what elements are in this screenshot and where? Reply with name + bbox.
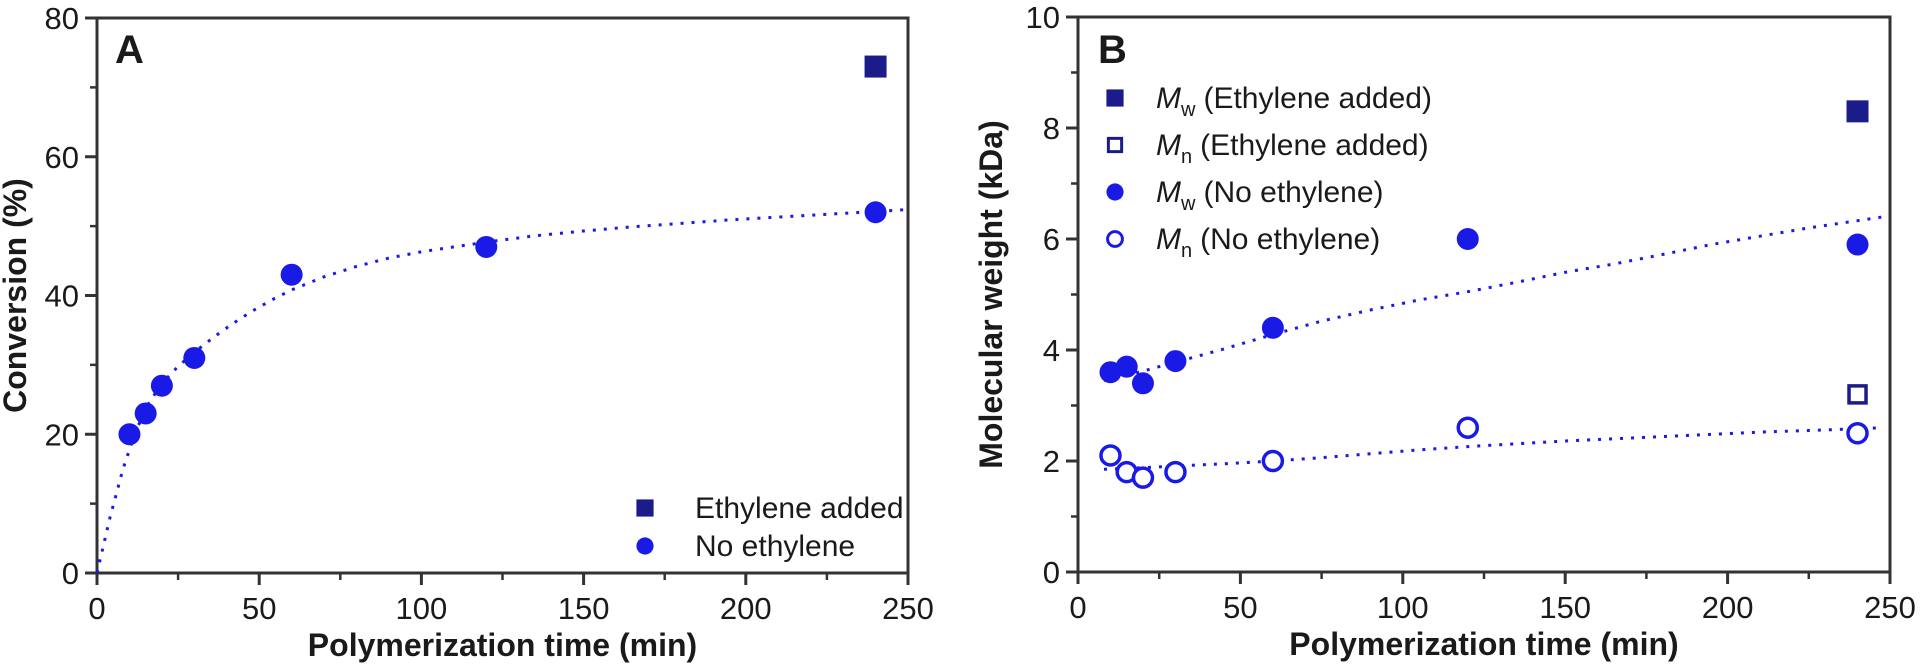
legend-symbol-subscript: w: [1180, 193, 1196, 215]
y-axis-tick-label: 8: [1043, 111, 1060, 146]
x-axis-tick-label: 0: [88, 591, 105, 626]
legend-entry-label: Mw (Ethylene added): [1156, 82, 1432, 121]
data-point-mw--no-ethylene-: [1131, 372, 1154, 395]
y-axis-tick-label: 0: [1043, 555, 1060, 590]
data-point-mw--ethylene-added-: [1846, 100, 1869, 123]
data-point-mn--no-ethylene-: [1261, 449, 1285, 473]
legend-marker-circle-filled: [636, 537, 654, 555]
y-axis-tick-label: 60: [45, 140, 79, 175]
data-point-mw--no-ethylene-: [1115, 355, 1138, 378]
data-point-no-ethylene: [475, 235, 498, 258]
x-axis-tick-label: 50: [1223, 590, 1257, 625]
legend-entry-label: Ethylene added: [695, 492, 904, 525]
legend-marker-square-filled: [636, 499, 654, 517]
data-point-mw--no-ethylene-: [1846, 233, 1869, 256]
legend-label-suffix: (Ethylene added): [1200, 129, 1429, 162]
data-point-mn--ethylene-added-: [1847, 384, 1868, 405]
x-axis-tick-label: 50: [242, 591, 276, 626]
legend-symbol-prefix: M: [1156, 223, 1181, 256]
legend-marker-circle-open: [1106, 230, 1124, 248]
data-point-mw--no-ethylene-: [1261, 316, 1284, 339]
x-axis-tick-label: 250: [882, 591, 934, 626]
data-point-no-ethylene: [134, 402, 157, 425]
x-axis-title: Polymerization time (min): [1289, 626, 1678, 662]
legend-symbol-prefix: M: [1156, 82, 1181, 115]
legend-symbol-subscript: n: [1181, 240, 1192, 262]
x-axis-tick-label: 200: [720, 591, 772, 626]
legend-label-suffix: (No ethylene): [1203, 176, 1383, 209]
y-axis-tick-label: 2: [1043, 444, 1060, 479]
x-axis-tick-label: 100: [396, 591, 448, 626]
y-axis-title: Molecular weight (kDa): [973, 120, 1009, 469]
data-point-no-ethylene: [150, 374, 173, 397]
data-point-mn--no-ethylene-: [1131, 466, 1155, 489]
x-axis-tick-label: 250: [1864, 590, 1916, 625]
x-axis-tick-label: 150: [1539, 590, 1591, 625]
legend-entry-label: Mn (No ethylene): [1156, 223, 1380, 262]
data-point-mn--no-ethylene-: [1456, 416, 1480, 439]
y-axis-title: Conversion (%): [0, 178, 33, 413]
data-point-mw--no-ethylene-: [1164, 350, 1187, 373]
data-point-no-ethylene: [864, 201, 887, 224]
data-point-mw--no-ethylene-: [1456, 228, 1479, 250]
data-point-mn--no-ethylene-: [1846, 422, 1869, 445]
y-axis-tick-label: 6: [1043, 222, 1060, 257]
x-axis-tick-label: 100: [1377, 590, 1429, 625]
legend-entry-label: Mw (No ethylene): [1156, 176, 1384, 215]
legend-label-suffix: (No ethylene): [1200, 223, 1380, 256]
data-point-no-ethylene: [183, 346, 206, 369]
panel-b-molecular-weight-chart: 0 50 100 150 200 250 0 2 4 6 8 10 Polymerization tim…: [973, 0, 1916, 662]
panel-letter: A: [115, 28, 144, 72]
data-point-no-ethylene: [118, 423, 141, 446]
legend-marker-circle-filled: [1106, 183, 1124, 201]
data-point-no-ethylene: [280, 263, 303, 286]
y-axis-tick-label: 20: [45, 417, 79, 452]
plot-frame: [1076, 15, 1892, 574]
legend-marker-square-open: [1106, 136, 1124, 154]
legend-marker-square-filled: [1106, 89, 1124, 107]
legend-symbol-subscript: w: [1180, 99, 1196, 121]
x-axis-title: Polymerization time (min): [308, 627, 697, 663]
legend-entry-label: No ethylene: [695, 530, 855, 563]
y-axis-tick-label: 4: [1043, 333, 1060, 368]
plot-frame: [95, 16, 910, 575]
legend-symbol-prefix: M: [1156, 129, 1181, 162]
panel-a-conversion-chart: 0 50 100 150 200 250 0 20 40 60 80 Polymerization t…: [0, 1, 934, 663]
legend-symbol-prefix: M: [1156, 176, 1181, 209]
data-point-ethylene-added: [864, 55, 887, 78]
x-axis-tick-label: 150: [558, 591, 610, 626]
y-axis-tick-label: 0: [62, 556, 79, 591]
legend-label-suffix: (Ethylene added): [1203, 82, 1432, 115]
x-axis-tick-label: 0: [1069, 590, 1086, 625]
panel-letter: B: [1098, 28, 1127, 72]
y-axis-tick-label: 80: [45, 1, 79, 36]
data-point-mn--no-ethylene-: [1164, 460, 1187, 484]
y-axis-tick-label: 10: [1026, 0, 1060, 35]
data-point-mn--no-ethylene-: [1099, 444, 1122, 467]
fit-line-mn--no-ethylene-: [1103, 426, 1884, 471]
legend-entry-label: Mn (Ethylene added): [1156, 129, 1429, 168]
y-axis-tick-label: 40: [45, 279, 79, 314]
x-axis-tick-label: 200: [1702, 590, 1754, 625]
legend-symbol-subscript: n: [1181, 146, 1192, 168]
